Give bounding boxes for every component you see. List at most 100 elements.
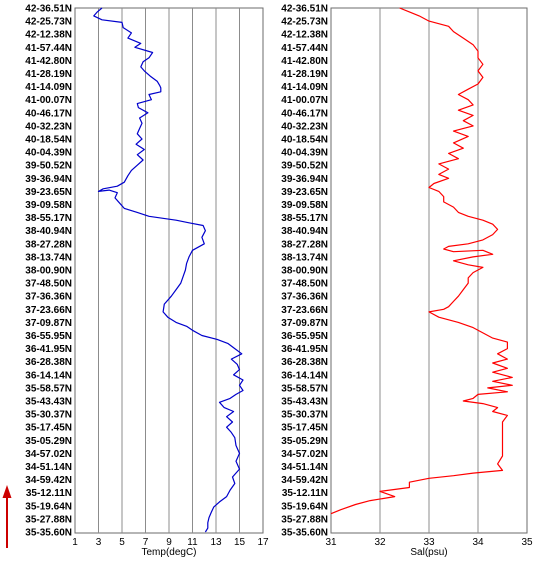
temp-y-tick-label: 35-17.45N	[25, 423, 72, 434]
temp-x-tick-label: 7	[143, 537, 149, 548]
sal-y-tick-label: 41-57.44N	[281, 43, 328, 54]
temp-y-tick-label: 35-05.29N	[25, 436, 72, 447]
sal-x-tick-label: 34	[472, 537, 484, 548]
temp-y-tick-label: 38-13.74N	[25, 252, 72, 263]
sal-x-axis-title: Sal(psu)	[410, 547, 447, 558]
temp-y-tick-label: 41-57.44N	[25, 43, 72, 54]
temp-x-tick-label: 17	[257, 537, 269, 548]
sal-y-tick-label: 39-09.58N	[281, 200, 328, 211]
sal-y-tick-label: 34-59.42N	[281, 475, 328, 486]
temp-y-tick-label: 34-51.14N	[25, 462, 72, 473]
temp-x-tick-label: 3	[96, 537, 102, 548]
sal-y-tick-label: 41-00.07N	[281, 95, 328, 106]
temp-x-tick-label: 1	[72, 537, 78, 548]
sal-y-tick-label: 40-46.17N	[281, 108, 328, 119]
temp-y-tick-label: 41-28.19N	[25, 69, 72, 80]
sal-y-tick-label: 40-32.23N	[281, 121, 328, 132]
temp-y-tick-label: 41-00.07N	[25, 95, 72, 106]
temp-y-tick-label: 36-41.95N	[25, 344, 72, 355]
sal-y-tick-label: 35-17.45N	[281, 423, 328, 434]
temp-x-tick-label: 5	[119, 537, 125, 548]
temp-x-tick-label: 11	[187, 537, 198, 548]
sal-y-tick-label: 35-27.88N	[281, 514, 328, 525]
sal-y-tick-label: 41-28.19N	[281, 69, 328, 80]
temp-series-line	[93, 7, 244, 533]
sal-y-tick-label: 35-58.57N	[281, 383, 328, 394]
sal-y-tick-label: 34-51.14N	[281, 462, 328, 473]
sal-y-tick-label: 39-50.52N	[281, 161, 328, 172]
temp-y-tick-label: 38-40.94N	[25, 226, 72, 237]
temp-y-tick-label: 40-18.54N	[25, 135, 72, 146]
sal-y-tick-label: 36-41.95N	[281, 344, 328, 355]
temp-y-tick-label: 42-25.73N	[25, 17, 72, 28]
temp-y-tick-label: 36-28.38N	[25, 357, 72, 368]
sal-y-tick-label: 35-35.60N	[281, 528, 328, 539]
sal-x-tick-label: 33	[423, 537, 435, 548]
temp-y-tick-label: 34-59.42N	[25, 475, 72, 486]
sal-y-tick-label: 36-28.38N	[281, 357, 328, 368]
sal-y-tick-label: 41-42.80N	[281, 56, 328, 67]
salinity-panel: 42-36.51N 42-25.73N 42-12.38N 41-57.44N 41-4…	[281, 4, 533, 559]
temp-y-tick-label: 39-50.52N	[25, 161, 72, 172]
sal-y-tick-label: 42-12.38N	[281, 30, 328, 41]
temp-y-tick-label: 37-48.50N	[25, 279, 72, 290]
sal-x-tick-label: 35	[521, 537, 533, 548]
temp-y-tick-label: 40-04.39N	[25, 148, 72, 159]
sal-y-tick-label: 36-55.95N	[281, 331, 328, 342]
temp-x-tick-label: 13	[210, 537, 222, 548]
sal-y-tick-label: 35-05.29N	[281, 436, 328, 447]
temp-y-tick-label: 35-43.43N	[25, 397, 72, 408]
temp-y-tick-label: 35-12.11N	[26, 488, 72, 499]
sal-y-tick-label: 35-43.43N	[281, 397, 328, 408]
sal-y-tick-label: 39-36.94N	[281, 174, 328, 185]
sal-y-tick-label: 38-13.74N	[281, 252, 328, 263]
temp-x-axis-title: Temp(degC)	[141, 547, 196, 558]
temp-y-tick-label: 42-12.38N	[25, 30, 72, 41]
sal-y-tick-label: 37-09.87N	[281, 318, 328, 329]
sal-y-tick-label: 42-36.51N	[281, 4, 328, 15]
temp-y-tick-label: 37-09.87N	[25, 318, 72, 329]
temperature-panel: 42-36.51N 42-25.73N 42-12.38N 41-57.44N 41-4…	[25, 4, 269, 559]
temp-y-tick-label: 37-23.66N	[25, 305, 72, 316]
temp-y-tick-label: 38-27.28N	[25, 239, 72, 250]
sal-y-tick-label: 38-00.90N	[281, 266, 328, 277]
sal-y-tick-label: 38-27.28N	[281, 239, 328, 250]
sal-y-tick-label: 42-25.73N	[281, 17, 328, 28]
sal-y-tick-label: 36-14.14N	[281, 370, 328, 381]
temp-y-tick-label: 35-19.64N	[25, 501, 72, 512]
sal-x-tick-label: 31	[325, 537, 337, 548]
temp-y-tick-label: 35-35.60N	[25, 528, 72, 539]
sal-y-tick-label: 40-18.54N	[281, 135, 328, 146]
temp-y-tick-label: 37-36.36N	[25, 292, 72, 303]
temp-y-tick-label: 36-14.14N	[25, 370, 72, 381]
sal-y-tick-label: 38-40.94N	[281, 226, 328, 237]
sal-y-tick-label: 35-12.11N	[282, 488, 328, 499]
temp-y-tick-label: 41-14.09N	[25, 82, 72, 93]
sal-y-tick-label: 40-04.39N	[281, 148, 328, 159]
temp-x-tick-label: 15	[234, 537, 246, 548]
sal-y-tick-label: 37-36.36N	[281, 292, 328, 303]
sal-y-tick-label: 34-57.02N	[281, 449, 328, 460]
temp-y-tick-label: 35-58.57N	[25, 383, 72, 394]
direction-arrow-head	[2, 485, 12, 498]
temp-y-tick-label: 39-09.58N	[25, 200, 72, 211]
temp-y-tick-label: 35-27.88N	[25, 514, 72, 525]
temp-y-tick-label: 39-36.94N	[25, 174, 72, 185]
temp-y-tick-label: 36-55.95N	[25, 331, 72, 342]
sal-y-tick-label: 35-30.37N	[281, 410, 328, 421]
temp-y-tick-label: 39-23.65N	[25, 187, 72, 198]
sal-x-tick-label: 32	[374, 537, 386, 548]
temp-y-tick-label: 40-46.17N	[25, 108, 72, 119]
sal-series-line	[330, 7, 513, 515]
temp-y-tick-label: 38-00.90N	[25, 266, 72, 277]
temp-y-tick-label: 35-30.37N	[25, 410, 72, 421]
temp-y-tick-label: 34-57.02N	[25, 449, 72, 460]
temp-x-tick-label: 9	[166, 537, 172, 548]
temp-y-tick-label: 42-36.51N	[25, 4, 72, 15]
temp-y-tick-label: 40-32.23N	[25, 121, 72, 132]
sal-y-tick-label: 39-23.65N	[281, 187, 328, 198]
temp-y-tick-label: 38-55.17N	[25, 213, 72, 224]
sal-y-tick-label: 35-19.64N	[281, 501, 328, 512]
